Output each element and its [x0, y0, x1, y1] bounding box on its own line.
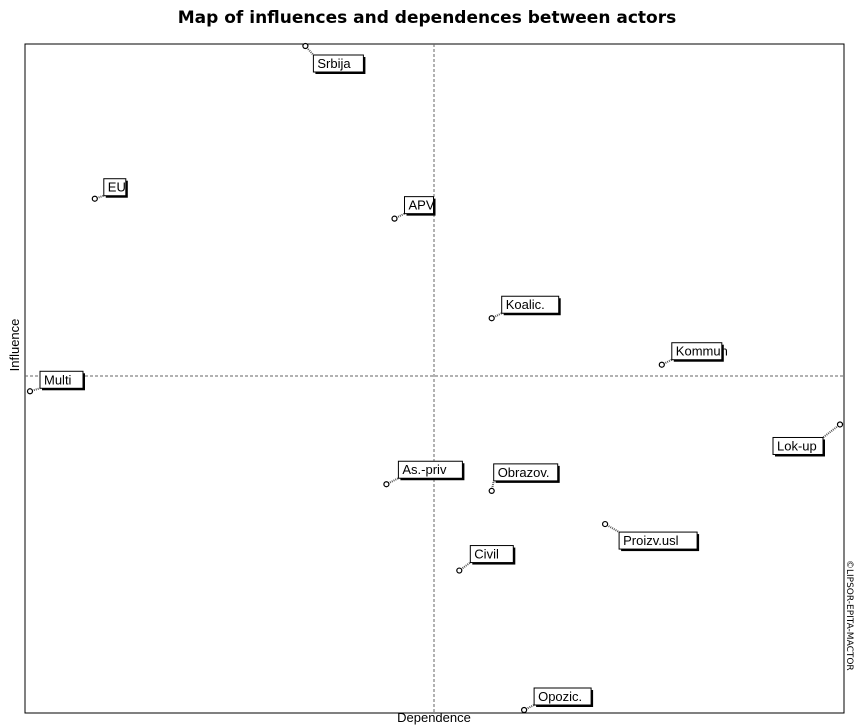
point-label: EU [108, 180, 126, 195]
point-label: Civil [474, 547, 499, 562]
point-marker [601, 520, 609, 528]
label-box [772, 436, 824, 455]
label-box [469, 545, 514, 564]
actor-point: Opozic. [520, 687, 594, 714]
actor-point: Kommun [658, 342, 728, 368]
point-label: Opozic. [538, 689, 582, 704]
point-marker [302, 42, 309, 50]
actor-point: Proizv.usl [601, 520, 700, 552]
label-box [618, 531, 698, 550]
point-label: As.-priv [402, 462, 447, 477]
point-label: Proizv.usl [623, 533, 678, 548]
point-marker [488, 315, 495, 322]
point-marker [836, 421, 844, 428]
points-layer: Srbija EU APV Koalic. Kommun Multi Lok-up As.-p… [26, 42, 844, 714]
chart-title: Map of influences and dependences betwee… [177, 8, 677, 28]
point-marker [488, 487, 495, 494]
label-box [103, 178, 127, 197]
label-box [501, 295, 560, 314]
point-label: Multi [44, 372, 72, 387]
actor-point: EU [91, 178, 128, 202]
credit-text: ©LIPSOR-EPITA-MACTOR [844, 560, 854, 671]
point-marker [91, 195, 98, 202]
label-box [397, 460, 463, 479]
point-marker [26, 388, 34, 395]
actor-point: Koalic. [488, 295, 561, 322]
callout-line [490, 480, 495, 492]
actor-point: As.-priv [383, 460, 465, 488]
label-box [312, 54, 364, 73]
point-marker [456, 567, 463, 574]
point-marker [520, 706, 528, 714]
actor-point: Civil [456, 545, 516, 574]
label-box [39, 370, 84, 389]
label-box [404, 196, 434, 215]
point-marker [383, 481, 390, 488]
x-axis-label: Dependence [397, 710, 471, 725]
callout-line [822, 423, 841, 439]
y-axis-label: Influence [7, 319, 22, 372]
callout-line [29, 387, 41, 393]
point-label: Lok-up [777, 438, 817, 453]
point-label: APV [409, 198, 435, 213]
point-label: Kommun [676, 344, 728, 359]
point-label: Koalic. [506, 297, 545, 312]
actor-point: APV [391, 196, 436, 222]
actor-point: Multi [26, 370, 85, 395]
actor-point: Lok-up [772, 421, 844, 457]
actor-point: Obrazov. [488, 463, 560, 494]
callout-line [94, 194, 105, 200]
label-box [533, 687, 592, 706]
point-marker [658, 361, 665, 368]
point-label: Srbija [317, 56, 351, 71]
point-marker [391, 215, 398, 222]
point-label: Obrazov. [498, 465, 550, 480]
label-box [671, 342, 723, 361]
actor-point: Srbija [302, 42, 366, 74]
label-box [493, 463, 559, 482]
